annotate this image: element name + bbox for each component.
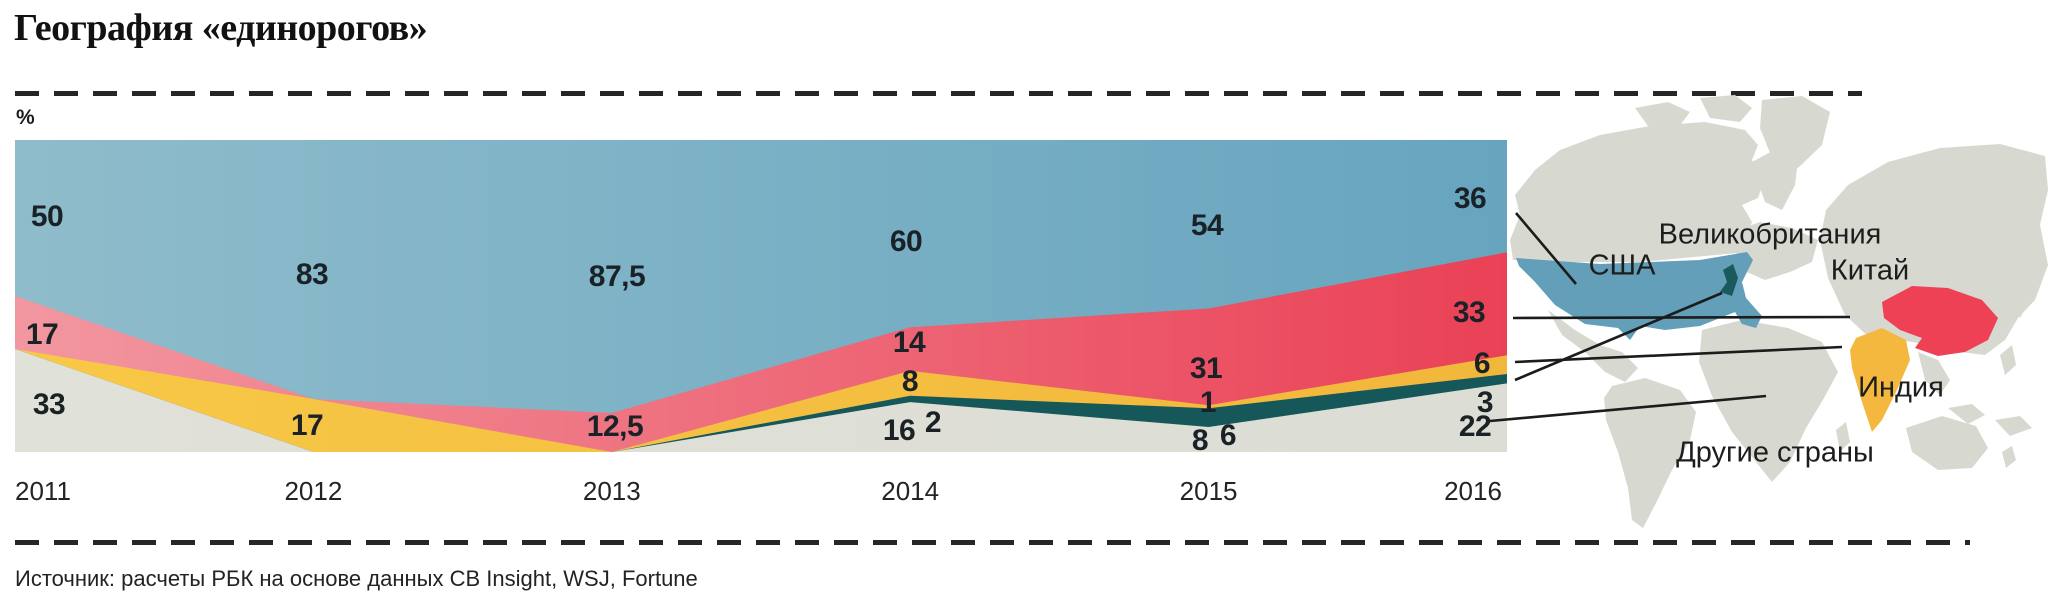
philippines-shape <box>2000 345 2016 375</box>
china-shape <box>1882 286 1998 356</box>
island-shape <box>1948 404 1985 424</box>
arctic-island-shape <box>1700 95 1752 122</box>
value-label-usa-2016: 36 <box>1453 182 1487 215</box>
europe-shape <box>1732 222 1818 280</box>
value-label-india-2014: 8 <box>901 365 919 398</box>
map-label-usa: США <box>1588 249 1656 282</box>
x-axis-label-2011: 2011 <box>15 476 71 506</box>
value-label-china-2013: 12,5 <box>586 410 644 443</box>
value-label-others-2016: 22 <box>1458 410 1492 443</box>
value-label-others-2011: 33 <box>32 388 66 421</box>
australia-shape <box>1906 416 1988 470</box>
value-label-uk-2016: 3 <box>1476 386 1494 419</box>
page-title: География «единорогов» <box>14 7 428 49</box>
x-axis-label-2016: 2016 <box>1444 476 1502 506</box>
value-label-others-2014: 16 <box>882 414 916 447</box>
japan-shape <box>2010 285 2030 318</box>
source-note: Источник: расчеты РБК на основе данных C… <box>15 566 698 591</box>
top-divider <box>15 91 1862 96</box>
north-america-shape <box>1510 122 1765 262</box>
arctic-island-shape <box>1635 102 1690 128</box>
y-axis-unit-label: % <box>16 106 35 129</box>
connector-india <box>1514 345 1843 364</box>
value-label-others-2015: 8 <box>1191 424 1209 457</box>
x-axis-label-2012: 2012 <box>284 476 343 506</box>
new-zealand-shape <box>2002 446 2016 468</box>
value-label-india-2012: 17 <box>290 409 324 442</box>
value-label-china-2011: 17 <box>25 318 59 351</box>
value-label-india-2015: 1 <box>1199 386 1217 419</box>
map-label-china: Китай <box>1830 254 1910 287</box>
india-shape <box>1850 328 1910 432</box>
value-label-uk-2014: 2 <box>924 406 942 439</box>
indochina-shape <box>1918 352 1950 395</box>
x-axis-label-2015: 2015 <box>1179 476 1238 506</box>
map-label-uk: Великобритания <box>1658 218 1882 251</box>
asia-shape <box>1820 144 2048 355</box>
scandinavia-shape <box>1752 148 1798 210</box>
africa-shape <box>1699 320 1838 482</box>
value-label-uk-2015: 6 <box>1219 419 1237 452</box>
value-label-usa-2011: 50 <box>30 200 64 233</box>
value-label-china-2016: 33 <box>1452 296 1486 329</box>
connector-usa <box>1515 212 1577 285</box>
area-others <box>15 349 1507 452</box>
value-label-usa-2015: 54 <box>1190 209 1224 242</box>
south-america-shape <box>1604 378 1696 528</box>
connector-uk <box>1514 291 1723 382</box>
value-label-china-2015: 31 <box>1189 352 1223 385</box>
value-label-usa-2014: 60 <box>889 225 923 258</box>
continents <box>1510 95 2048 528</box>
x-axis-label-2013: 2013 <box>582 476 641 506</box>
map-label-india: Индия <box>1858 371 1944 404</box>
connector-china <box>1512 315 1851 320</box>
value-label-china-2014: 14 <box>892 326 926 359</box>
world-map <box>1489 95 2048 528</box>
x-axis-label-2014: 2014 <box>881 476 940 506</box>
connector-others <box>1489 394 1767 423</box>
connector-lines <box>1489 212 1851 423</box>
bottom-divider <box>15 540 1970 545</box>
stacked-area-chart <box>15 140 1507 452</box>
uk-shape <box>1720 264 1738 296</box>
value-label-usa-2012: 83 <box>295 258 329 291</box>
value-label-usa-2013: 87,5 <box>588 260 646 293</box>
map-label-others: Другие страны <box>1676 436 1874 469</box>
madagascar-shape <box>1836 422 1850 452</box>
value-label-india-2016: 6 <box>1473 347 1491 380</box>
island-shape <box>1995 416 2032 436</box>
